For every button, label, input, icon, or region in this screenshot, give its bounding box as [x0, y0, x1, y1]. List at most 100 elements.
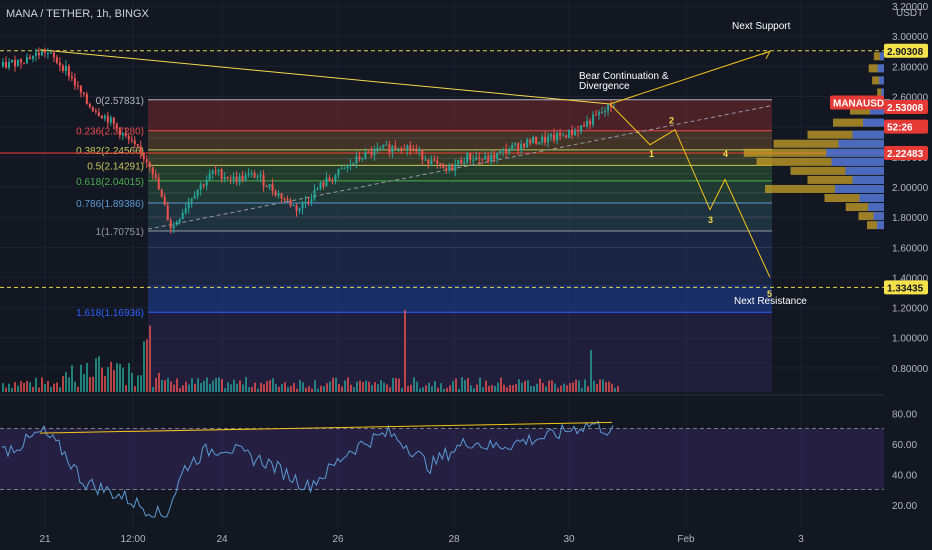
volume-bar: [227, 382, 229, 392]
wave-path: [609, 103, 771, 278]
volume-bar: [284, 382, 286, 392]
volume-bar: [362, 381, 364, 392]
profile-bar: [877, 221, 884, 230]
candle-body: [139, 146, 142, 153]
profile-bar: [845, 203, 884, 212]
volume-bar: [209, 384, 211, 392]
profile-bar: [858, 212, 884, 221]
price-tick-label: 1.60000: [892, 243, 929, 254]
candle-body: [175, 222, 178, 226]
candle-body: [181, 212, 184, 220]
candle-body: [454, 164, 457, 171]
candle-body: [352, 162, 355, 165]
candle-body: [580, 125, 583, 132]
candle-body: [55, 57, 58, 63]
candle-body: [490, 154, 493, 162]
volume-bar: [26, 380, 28, 392]
volume-bar: [317, 388, 319, 392]
volume-bar: [218, 377, 220, 392]
candle-body: [484, 155, 487, 160]
volume-bar: [425, 385, 427, 392]
candle-body: [553, 134, 556, 141]
volume-bar: [563, 383, 565, 392]
volume-bar: [44, 383, 46, 392]
volume-bar: [305, 387, 307, 392]
candle-body: [133, 140, 136, 145]
candle-body: [16, 59, 19, 67]
candle-body: [601, 112, 604, 114]
volume-bar: [179, 388, 181, 392]
fib-level-label: 1(1.70751): [96, 227, 144, 238]
price-tick-label: 3.00000: [892, 32, 929, 43]
volume-bar: [290, 385, 292, 392]
candle-body: [319, 182, 322, 189]
volume-bar: [353, 387, 355, 392]
volume-bar: [251, 386, 253, 392]
price-label-text: 2.53008: [887, 103, 924, 114]
candle-body: [571, 130, 574, 136]
time-tick-label: 26: [332, 534, 344, 545]
volume-bar: [545, 386, 547, 392]
volume-bar: [185, 381, 187, 392]
profile-bar: [807, 175, 884, 184]
volume-bar: [584, 379, 586, 392]
volume-bar: [38, 387, 40, 392]
volume-bar: [170, 381, 172, 392]
volume-bar: [311, 388, 313, 392]
bear-continuation-label: Bear Continuation &: [579, 71, 669, 82]
volume-bar: [146, 339, 148, 392]
volume-profile: [743, 52, 884, 230]
candle-body: [2, 62, 4, 67]
candle-body: [313, 189, 316, 200]
candle-body: [505, 149, 508, 154]
candle-body: [550, 134, 553, 137]
candle-body: [604, 110, 607, 113]
volume-bar: [389, 387, 391, 392]
wave-label: 3: [708, 215, 713, 225]
fib-level-label: 0.5(2.14291): [87, 161, 144, 172]
candle-body: [394, 145, 397, 149]
candle-body: [118, 127, 121, 136]
candle-body: [370, 151, 373, 156]
candle-body: [409, 145, 412, 150]
profile-bar: [868, 203, 884, 212]
rsi-tick-label: 80.00: [892, 409, 917, 420]
fib-zone-band: [148, 180, 772, 203]
volume-bar: [347, 377, 349, 392]
volume-bar: [527, 380, 529, 392]
volume-bar: [281, 383, 283, 392]
volume-bar: [32, 386, 34, 392]
candle-body: [274, 191, 277, 196]
volume-bar: [293, 382, 295, 392]
candle-body: [445, 168, 448, 171]
fib-level-label: 1.618(1.16936): [76, 308, 144, 319]
candle-body: [151, 167, 154, 175]
volume-bar: [104, 376, 106, 392]
candle-body: [235, 176, 238, 183]
candle-body: [64, 66, 67, 72]
candle-body: [385, 144, 388, 146]
profile-bar: [833, 118, 884, 127]
volume-bar: [80, 364, 82, 392]
volume-bar: [65, 371, 67, 392]
volume-bar: [215, 378, 217, 392]
volume-bar: [578, 380, 580, 392]
candle-body: [88, 103, 91, 108]
wave-label: 2: [669, 116, 674, 126]
candle-body: [559, 132, 562, 136]
candle-body: [316, 188, 319, 190]
volume-bar: [548, 380, 550, 392]
volume-bar: [329, 381, 331, 392]
volume-bar: [173, 384, 175, 392]
candle-body: [403, 149, 406, 151]
candle-body: [439, 163, 442, 165]
candlestick-series: [2, 47, 616, 234]
candle-body: [127, 135, 130, 140]
profile-bar: [765, 184, 884, 193]
candle-body: [142, 152, 145, 160]
volume-bar: [581, 387, 583, 392]
candle-body: [4, 62, 7, 68]
candle-body: [322, 182, 325, 187]
volume-bar: [74, 381, 76, 392]
